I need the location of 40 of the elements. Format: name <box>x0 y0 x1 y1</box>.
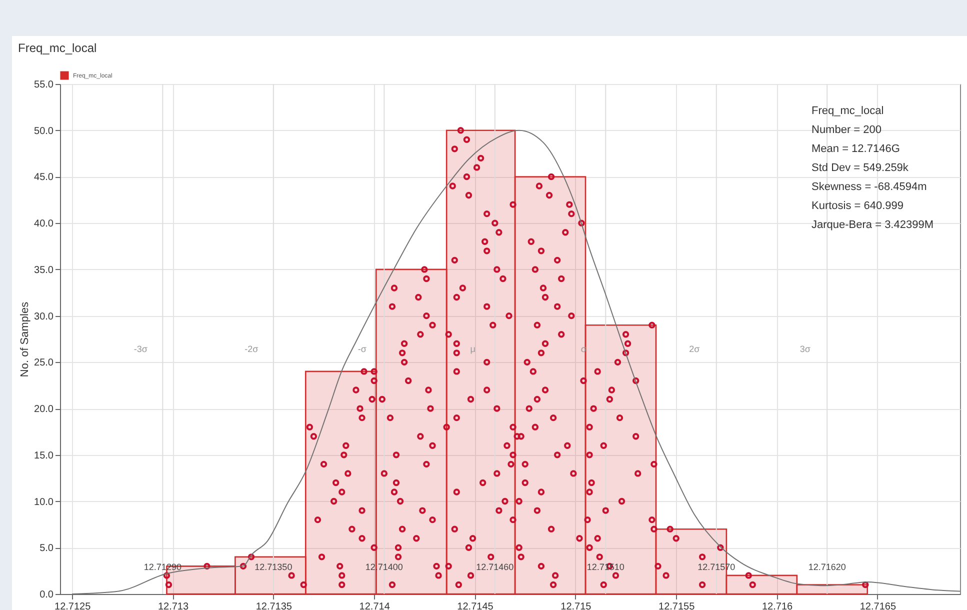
x-tick-label: 12.713 <box>158 602 189 610</box>
y-tick-label: 15.0 <box>34 450 54 462</box>
ref-line-label: 3σ <box>800 344 811 354</box>
x-tick-label: 12.714 <box>359 602 390 610</box>
annotation: Std Dev = 549.259k <box>812 162 909 174</box>
y-tick-label: 20.0 <box>34 404 54 416</box>
x-tick-label: 12.7145 <box>457 602 494 610</box>
ref-line-label: -2σ <box>244 344 259 354</box>
ref-line-label: μ <box>470 344 476 354</box>
annotation: 12.71350 <box>254 562 292 572</box>
annotation: 12.71460 <box>476 562 514 572</box>
annotation: Freq_mc_local <box>812 105 884 117</box>
annotation: 12.71290 <box>144 562 182 572</box>
y-axis-title: No. of Samples <box>19 301 32 378</box>
ref-line-label: -3σ <box>134 344 148 354</box>
y-tick-label: 5.0 <box>40 543 54 554</box>
y-tick-label: 0.0 <box>40 590 54 600</box>
annotation: Kurtosis = 640.999 <box>812 200 904 212</box>
chart-title: Freq_mc_local <box>18 41 97 55</box>
x-tick-label: 12.7165 <box>860 602 896 610</box>
ref-line-label: 2σ <box>689 344 700 354</box>
x-tick-label: 12.715 <box>560 602 592 610</box>
x-tick-label: 12.7135 <box>256 602 292 610</box>
y-tick-label: 35.0 <box>34 264 54 276</box>
y-tick-label: 50.0 <box>34 126 54 137</box>
ref-line-label: -σ <box>358 344 367 354</box>
annotation: Skewness = -68.4594m <box>812 181 927 193</box>
y-tick-label: 25.0 <box>34 358 54 369</box>
x-tick-label: 12.716 <box>762 602 794 610</box>
y-tick-label: 40.0 <box>34 218 54 230</box>
annotation: Mean = 12.7146G <box>812 143 900 155</box>
x-tick-label: 12.7125 <box>54 602 92 610</box>
annotation: 12.71620 <box>808 562 846 572</box>
annotation: Jarque-Bera = 3.42399M <box>812 219 934 231</box>
y-tick-label: 30.0 <box>34 311 54 322</box>
x-tick-label: 12.7155 <box>658 602 696 610</box>
y-tick-label: 10.0 <box>34 496 54 508</box>
annotation: Number = 200 <box>812 124 882 136</box>
y-tick-label: 55.0 <box>34 80 54 90</box>
y-tick-label: 45.0 <box>34 172 54 184</box>
